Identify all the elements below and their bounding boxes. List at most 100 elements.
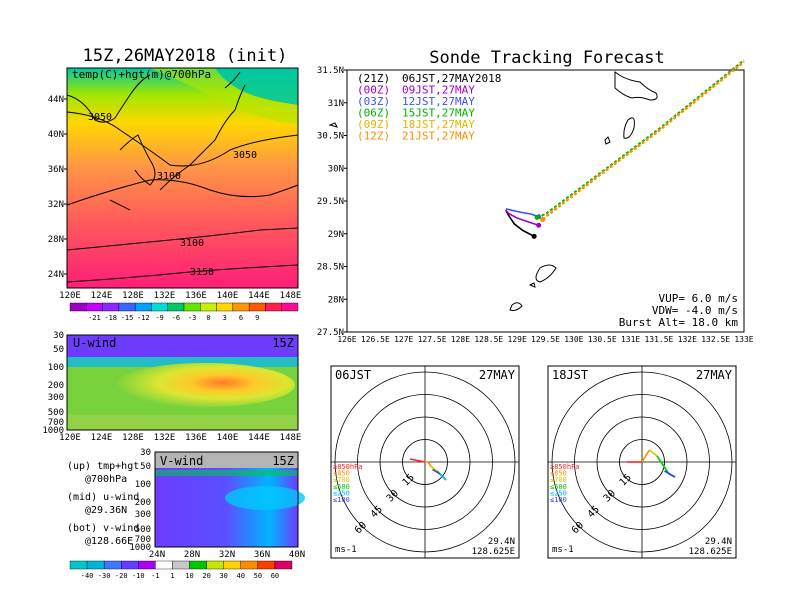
lon-tick-label: 148E xyxy=(280,433,302,443)
lon-tick-label: 126.5E xyxy=(361,335,390,344)
lat-tick-label: 32N xyxy=(48,200,64,210)
lat-tick-label: 36N xyxy=(48,165,64,175)
lon-tick-label: 127.5E xyxy=(418,335,447,344)
units-label: ms-1 xyxy=(335,545,357,555)
tracking-lon-ticks: 126E 126.5E 127E 127.5E 128E 128.5E 129E 129.5E… xyxy=(337,335,753,344)
track-line xyxy=(542,61,745,221)
level-label: ≤100 xyxy=(333,496,350,504)
run-legend-time: 21JST,27MAY xyxy=(402,130,475,143)
lon-tick-label: 132.5E xyxy=(701,335,730,344)
lat-tick-label: 24N xyxy=(48,270,64,280)
vwind-time: 15Z xyxy=(272,454,294,468)
colorbar-swatch xyxy=(248,302,266,312)
colorbar-swatch xyxy=(200,302,217,312)
lon-tick-label: 132E xyxy=(154,433,176,443)
lat-tick-label: 30N xyxy=(328,164,344,174)
pressure-tick-label: 200 xyxy=(135,498,151,508)
wind-colorbar: -40 -30 -20 -10 -1 1 10 20 30 40 50 60 xyxy=(69,560,293,580)
lat-tick-label: 30.5N xyxy=(317,132,344,142)
colorbar-swatch xyxy=(155,560,173,570)
uwind-frame xyxy=(66,334,299,431)
vdw-param: VDW= -4.0 m/s xyxy=(652,304,738,317)
lat-tick-label: 32N xyxy=(219,550,235,560)
contour-label: 3150 xyxy=(190,267,214,278)
burst-param: Burst Alt= 18.0 km xyxy=(619,316,739,329)
run-legend-time: 15JST,27MAY xyxy=(402,107,475,120)
lat-tick-label: 28N xyxy=(184,550,200,560)
legend-notes: (up) tmp+hgt @700hPa (mid) u-wind @29.36… xyxy=(67,461,139,547)
hodo-trace xyxy=(432,468,441,475)
hodo-trace xyxy=(439,473,447,481)
run-legend-id: (06Z) xyxy=(357,107,390,120)
note-bot2: @128.66E xyxy=(85,536,133,547)
colorbar-swatch xyxy=(86,302,103,312)
islands xyxy=(328,70,658,311)
lon-tick-label: 128E xyxy=(122,433,144,443)
map-title: 15Z,26MAY2018 (init) xyxy=(83,46,288,66)
pressure-tick-label: 30 xyxy=(53,331,64,341)
run-legend-id: (09Z) xyxy=(357,118,390,131)
uwind-lon-ticks: 120E 124E 128E 132E 136E 140E 144E 148E xyxy=(59,433,301,443)
colorbar-tick: -15 xyxy=(121,314,134,322)
hodo-time: 18JST xyxy=(552,368,588,382)
lon-tick-label: 136E xyxy=(185,433,207,443)
lat-tick-label: 44N xyxy=(48,95,64,105)
colorbar-swatch xyxy=(138,560,156,570)
vwind-frame xyxy=(154,451,299,548)
note-up: (up) tmp+hgt xyxy=(67,461,139,472)
hodo-lat: 29.4N xyxy=(488,537,515,547)
map-subtitle: temp(C)+hgt(m)@700hPa xyxy=(72,68,211,81)
hodo-trace xyxy=(641,449,651,463)
map-lat-ticks: 44N 40N 36N 32N 28N 24N xyxy=(48,95,67,280)
lon-tick-label: 120E xyxy=(59,433,81,443)
lon-tick-label: 136E xyxy=(185,291,207,301)
level-label: ≤850 xyxy=(550,470,567,478)
contour-label: 3100 xyxy=(157,171,181,182)
temp-colorbar: -21 -18 -15 -12 -9 -6 -3 0 3 6 9 xyxy=(69,302,299,322)
note-mid: (mid) u-wind xyxy=(67,492,139,503)
hodo-lat: 29.4N xyxy=(705,537,732,547)
colorbar-swatch xyxy=(240,560,259,570)
lat-tick-label: 29N xyxy=(328,230,344,240)
level-label: ≤850 xyxy=(333,470,350,478)
uwind-label: U-wind xyxy=(73,336,116,350)
colorbar-tick: 6 xyxy=(239,314,243,322)
tracking-lat-ticks: 31.5N 31N 30.5N 30N 29.5N 29N 28.5N 28N 27.5N xyxy=(317,66,347,338)
colorbar-swatch xyxy=(69,560,88,570)
map-lon-ticks: 120E 124E 128E 132E 136E 140E 144E 148E xyxy=(59,291,301,301)
lat-tick-label: 40N xyxy=(48,130,64,140)
pressure-tick-label: 300 xyxy=(135,510,151,520)
cold-region xyxy=(210,68,298,105)
colorbar-swatch xyxy=(274,560,293,570)
pressure-tick-label: 100 xyxy=(135,480,151,490)
run-legend-id: (21Z) xyxy=(357,72,390,85)
level-label: ≥850hPa xyxy=(333,463,363,471)
lon-tick-label: 128E xyxy=(451,335,470,344)
lon-tick-label: 144E xyxy=(248,291,270,301)
level-label: ≤100 xyxy=(550,496,567,504)
run-legend-id: (03Z) xyxy=(357,95,390,108)
run-legend-time: 18JST,27MAY xyxy=(402,118,475,131)
lon-tick-label: 144E xyxy=(248,433,270,443)
run-legend-time: 12JST,27MAY xyxy=(402,95,475,108)
pressure-tick-label: 700 xyxy=(48,418,64,428)
colorbar-swatch xyxy=(206,560,224,570)
lon-tick-label: 132E xyxy=(678,335,697,344)
lon-tick-label: 132E xyxy=(154,291,176,301)
colorbar-swatch xyxy=(281,302,299,312)
level-label: ≤250 xyxy=(333,489,350,497)
lon-tick-label: 140E xyxy=(217,433,239,443)
note-up2: @700hPa xyxy=(85,474,127,485)
burst-point xyxy=(536,222,542,228)
vwind-upper xyxy=(155,452,298,468)
burst-point xyxy=(540,216,546,222)
colorbar-tick: -18 xyxy=(104,314,117,322)
colorbar-swatch xyxy=(121,560,139,570)
colorbar-swatch xyxy=(69,302,87,312)
